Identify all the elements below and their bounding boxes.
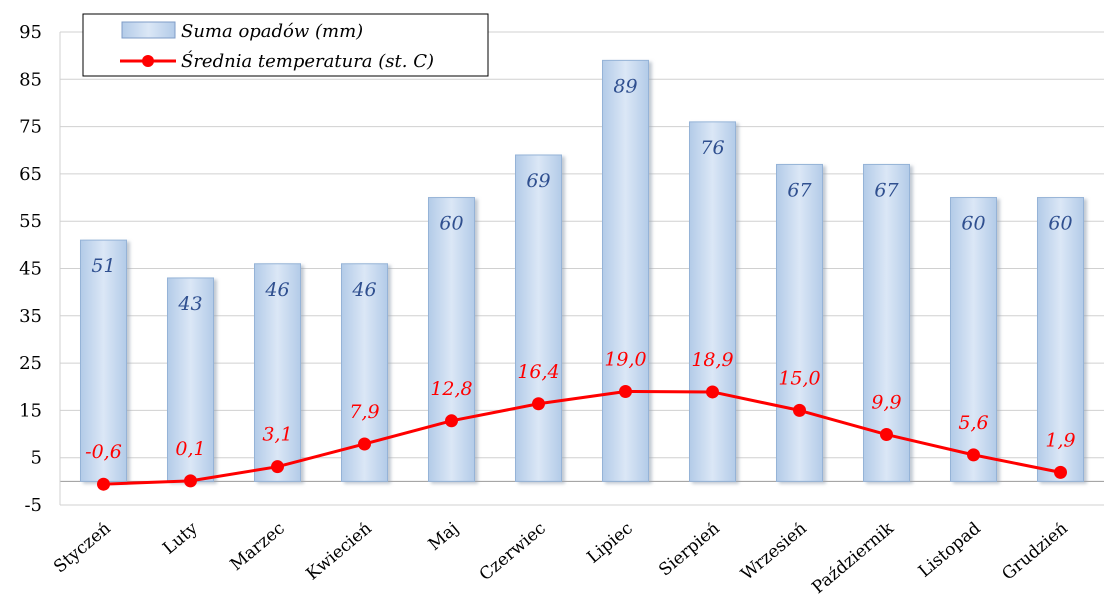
bar-value-label: 43 — [177, 293, 202, 315]
bar-value-label: 60 — [1048, 213, 1072, 235]
temperature-value-label: 5,6 — [958, 412, 988, 434]
temperature-marker — [619, 384, 632, 398]
temperature-value-label: 9,9 — [871, 392, 901, 414]
legend-label-temp: Średnia temperatura (st. C) — [181, 49, 434, 72]
temperature-value-label: -0,6 — [85, 441, 122, 463]
precipitation-bar — [80, 239, 127, 482]
temperature-marker — [445, 414, 458, 428]
y-axis: -5 5 15 25 35 45 55 65 75 85 95 — [19, 22, 42, 516]
y-tick-label: 15 — [19, 400, 42, 421]
bar-labels: 51 43 46 46 60 69 89 76 67 67 60 60 — [91, 75, 1072, 315]
temperature-value-label: 3,1 — [262, 424, 292, 446]
temperature-marker — [880, 428, 893, 442]
precipitation-bar — [1037, 197, 1084, 482]
y-tick-label: 95 — [19, 22, 42, 43]
temperature-value-label: 1,9 — [1045, 429, 1075, 451]
precipitation-bar — [515, 154, 562, 482]
temperature-value-label: 16,4 — [517, 361, 559, 383]
legend: Suma opadów (mm) Średnia temperatura (st… — [82, 13, 489, 77]
bar-value-label: 89 — [613, 75, 637, 97]
x-tick-label: Grudzień — [998, 518, 1071, 584]
temperature-series — [97, 384, 1067, 491]
precipitation-bar — [689, 121, 736, 482]
temperature-marker — [1054, 465, 1067, 479]
precipitation-bar — [428, 197, 475, 482]
x-tick-label: Maj — [425, 519, 463, 555]
y-tick-label: 55 — [19, 211, 42, 232]
legend-marker — [142, 55, 154, 67]
temperature-marker — [532, 397, 545, 411]
bar-value-label: 51 — [91, 255, 115, 277]
x-tick-label: Kwiecień — [303, 518, 376, 584]
y-tick-label: 65 — [19, 164, 42, 185]
temperature-labels: -0,6 0,1 3,1 7,9 12,8 16,4 19,0 18,9 15,0 9,9 5,6 1… — [85, 348, 1075, 463]
x-tick-label: Sierpień — [655, 518, 724, 580]
temperature-value-label: 7,9 — [349, 401, 379, 423]
bar-value-label: 69 — [526, 170, 550, 192]
temperature-marker — [706, 385, 719, 399]
x-tick-label: Lipiec — [584, 519, 637, 568]
precipitation-bar — [602, 59, 649, 482]
precipitation-bar — [254, 263, 301, 482]
precipitation-bar — [167, 277, 214, 482]
x-tick-label: Marzec — [227, 519, 289, 576]
precipitation-bar — [341, 263, 388, 482]
x-tick-label: Listopad — [915, 518, 985, 581]
x-tick-label: Październik — [808, 518, 898, 598]
temperature-value-label: 18,9 — [691, 349, 733, 371]
bars — [80, 59, 1084, 482]
temperature-value-label: 19,0 — [604, 348, 646, 370]
y-tick-label: 35 — [19, 306, 42, 327]
x-tick-label: Styczeń — [50, 518, 115, 577]
temperature-marker — [358, 437, 371, 451]
bar-value-label: 76 — [700, 137, 724, 159]
bar-value-label: 67 — [874, 179, 899, 201]
legend-label-precip: Suma opadów (mm) — [181, 21, 363, 42]
temperature-marker — [967, 448, 980, 462]
precipitation-bar — [776, 163, 823, 482]
y-tick-label: 85 — [19, 69, 42, 90]
y-tick-label: -5 — [24, 495, 42, 516]
temperature-value-label: 12,8 — [430, 378, 472, 400]
precipitation-bar — [950, 197, 997, 482]
legend-bar-swatch — [121, 21, 176, 39]
bar-value-label: 46 — [264, 279, 289, 301]
bar-value-label: 46 — [351, 279, 376, 301]
temperature-marker — [184, 474, 197, 488]
bar-value-label: 67 — [787, 179, 812, 201]
x-axis: Styczeń Luty Marzec Kwiecień Maj Czerwiec Lipi… — [50, 518, 1072, 598]
bar-value-label: 60 — [439, 213, 463, 235]
temperature-marker — [271, 460, 284, 474]
x-tick-label: Czerwiec — [476, 519, 550, 586]
y-tick-label: 25 — [19, 353, 42, 374]
gridlines — [59, 31, 1104, 506]
x-tick-label: Wrzesień — [737, 518, 810, 584]
temperature-line — [103, 389, 1061, 486]
temperature-marker — [793, 403, 806, 417]
temperature-value-label: 0,1 — [175, 438, 205, 460]
y-tick-label: 5 — [31, 448, 42, 469]
temperature-marker — [97, 477, 110, 491]
y-tick-label: 75 — [19, 117, 42, 138]
bar-value-label: 60 — [961, 213, 985, 235]
y-tick-label: 45 — [19, 259, 42, 280]
x-tick-label: Luty — [159, 518, 202, 558]
temperature-value-label: 15,0 — [778, 367, 820, 389]
